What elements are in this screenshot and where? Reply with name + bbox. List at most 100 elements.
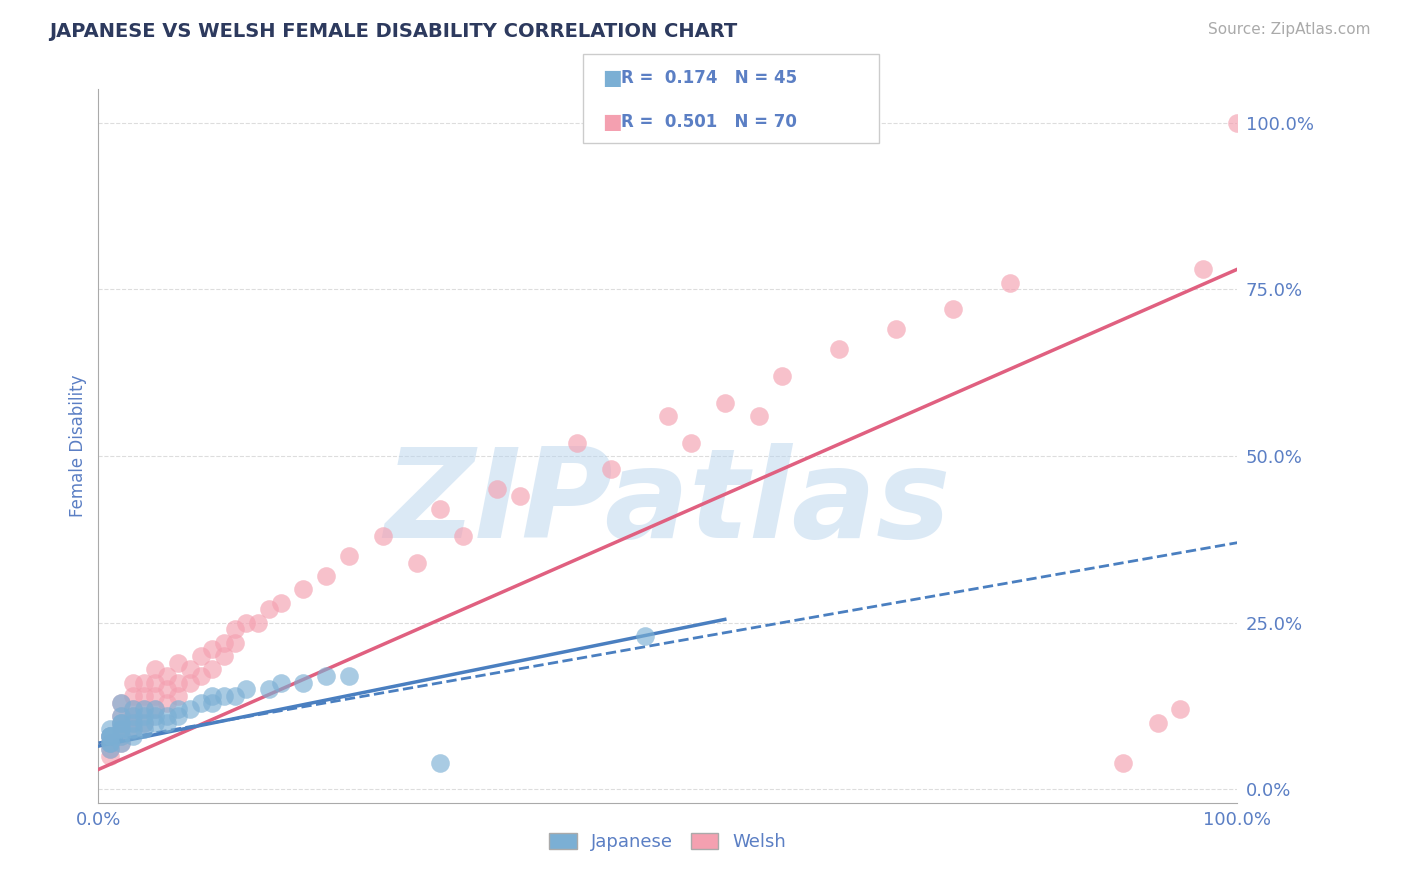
Point [167, 702, 190, 716]
Point [1192, 262, 1215, 277]
Point [679, 435, 702, 450]
Point [98, 736, 121, 750]
Point [110, 723, 132, 737]
Point [224, 636, 246, 650]
Text: Source: ZipAtlas.com: Source: ZipAtlas.com [1208, 22, 1371, 37]
Text: R =  0.501   N = 70: R = 0.501 N = 70 [621, 113, 797, 131]
Point [190, 669, 212, 683]
Point [292, 675, 315, 690]
Text: ■: ■ [602, 68, 621, 87]
Point [212, 636, 235, 650]
Point [201, 662, 224, 676]
Point [600, 462, 623, 476]
Point [132, 689, 155, 703]
Point [156, 715, 179, 730]
Point [121, 715, 143, 730]
Point [451, 529, 474, 543]
Point [657, 409, 679, 423]
Point [98, 736, 121, 750]
Point [98, 729, 121, 743]
Point [190, 649, 212, 664]
Point [121, 723, 143, 737]
Point [98, 742, 121, 756]
Point [246, 615, 269, 630]
Point [110, 729, 132, 743]
Point [259, 682, 281, 697]
Point [156, 709, 179, 723]
Point [371, 529, 394, 543]
Point [132, 709, 155, 723]
Point [235, 615, 257, 630]
Point [156, 669, 179, 683]
Point [98, 729, 121, 743]
Point [156, 696, 179, 710]
Text: R =  0.174   N = 45: R = 0.174 N = 45 [621, 69, 797, 87]
Legend: Japanese, Welsh: Japanese, Welsh [543, 825, 793, 858]
Point [942, 302, 965, 317]
Point [1146, 715, 1168, 730]
Point [486, 483, 509, 497]
Point [406, 556, 429, 570]
Point [179, 662, 201, 676]
Point [270, 675, 292, 690]
Point [270, 596, 292, 610]
Point [167, 689, 190, 703]
Point [748, 409, 770, 423]
Point [121, 723, 143, 737]
Text: ■: ■ [602, 112, 621, 132]
Point [167, 675, 190, 690]
Point [132, 715, 155, 730]
Point [110, 723, 132, 737]
Point [121, 709, 143, 723]
Point [315, 569, 337, 583]
Point [190, 696, 212, 710]
Point [828, 343, 851, 357]
Point [121, 702, 143, 716]
Point [884, 322, 907, 336]
Point [315, 669, 337, 683]
Point [212, 649, 235, 664]
Point [121, 689, 143, 703]
Point [132, 702, 155, 716]
Text: ZIPatlas: ZIPatlas [385, 442, 950, 564]
Point [224, 689, 246, 703]
Point [201, 696, 224, 710]
Point [156, 682, 179, 697]
Point [145, 689, 167, 703]
Text: JAPANESE VS WELSH FEMALE DISABILITY CORRELATION CHART: JAPANESE VS WELSH FEMALE DISABILITY CORR… [49, 22, 738, 41]
Point [110, 729, 132, 743]
Point [110, 715, 132, 730]
Point [201, 642, 224, 657]
Point [429, 502, 451, 516]
Point [179, 702, 201, 716]
Point [145, 702, 167, 716]
Point [121, 675, 143, 690]
Point [121, 729, 143, 743]
Point [132, 675, 155, 690]
Point [714, 395, 737, 409]
Point [98, 736, 121, 750]
Point [770, 368, 793, 383]
Point [110, 709, 132, 723]
Point [145, 702, 167, 716]
Point [110, 715, 132, 730]
Point [98, 729, 121, 743]
Point [110, 736, 132, 750]
Point [145, 715, 167, 730]
Point [179, 675, 201, 690]
Point [634, 629, 657, 643]
Point [167, 656, 190, 670]
Point [98, 742, 121, 756]
Point [132, 723, 155, 737]
Point [110, 736, 132, 750]
Point [509, 489, 531, 503]
Point [98, 736, 121, 750]
Point [565, 435, 588, 450]
Point [201, 689, 224, 703]
Point [110, 709, 132, 723]
Point [145, 675, 167, 690]
Point [98, 729, 121, 743]
Point [1112, 756, 1135, 770]
Point [224, 623, 246, 637]
Point [145, 709, 167, 723]
